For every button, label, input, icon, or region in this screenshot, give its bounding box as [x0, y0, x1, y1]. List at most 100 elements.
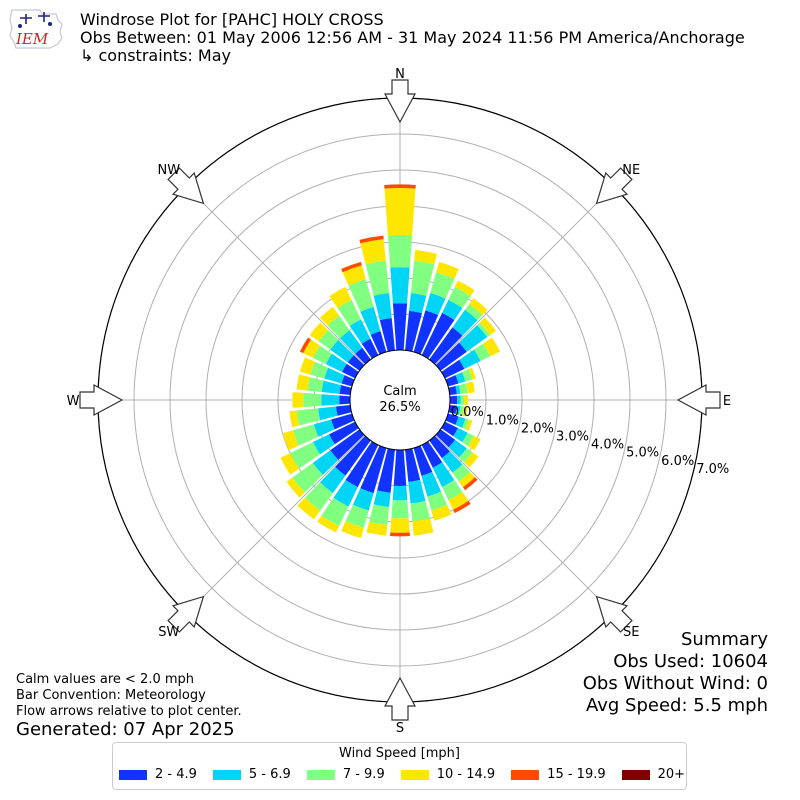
wind-bar-segment	[429, 435, 450, 459]
grid-spoke	[186, 186, 365, 365]
wind-bar-segment	[427, 491, 448, 511]
legend-swatch	[511, 769, 540, 780]
wind-bar-segment	[469, 298, 488, 316]
wind-bar-segment	[462, 477, 478, 491]
legend-label: 7 - 9.9	[342, 767, 385, 782]
wind-bar-segment	[465, 419, 473, 431]
wind-bar-segment	[445, 375, 459, 387]
legend-item: 2 - 4.9	[119, 767, 197, 782]
wind-bar-segment	[312, 434, 335, 455]
wind-bar-segment	[448, 439, 467, 458]
summary-obs-used: Obs Used: 10604	[613, 651, 768, 672]
wind-bar-segment	[468, 435, 481, 451]
wind-bar-segment	[445, 413, 459, 425]
wind-bar-segment	[327, 315, 350, 339]
wind-bar-segment	[303, 392, 322, 408]
flow-arrow-icon	[79, 383, 124, 417]
legend-swatch	[119, 769, 147, 780]
wind-bar-segment	[455, 405, 461, 415]
wind-bar-segment	[462, 432, 475, 447]
wind-bar-segment	[319, 306, 340, 326]
wind-bar-segment	[319, 466, 346, 494]
wind-bar-segment	[329, 421, 359, 445]
wind-bar-segment	[359, 235, 384, 244]
direction-label: SW	[158, 625, 179, 640]
wind-bar-segment	[391, 500, 409, 519]
wind-bar-segment	[462, 418, 469, 430]
note-bar-convention: Bar Convention: Meteorology	[16, 688, 206, 703]
summary-obs-without-wind: Obs Without Wind: 0	[582, 673, 768, 694]
wind-bar-segment	[465, 303, 483, 321]
wind-bar-segment	[408, 479, 426, 504]
wind-bar-segment	[369, 504, 390, 525]
legend-label: 10 - 14.9	[436, 767, 496, 782]
wind-bar-segment	[331, 413, 355, 430]
wind-bar-segment	[448, 385, 457, 395]
wind-bar-segment	[454, 280, 475, 297]
wind-bar-segment	[312, 450, 339, 476]
wind-bar-segment	[345, 504, 369, 528]
wind-bar-segment	[373, 292, 392, 321]
wind-bar-segment	[349, 319, 371, 344]
wind-bar-segment	[366, 521, 388, 536]
legend-label: 15 - 19.9	[547, 767, 606, 782]
wind-bar-segment	[457, 395, 461, 405]
wind-bar-segment	[392, 303, 408, 351]
wind-bar-segment	[361, 338, 379, 359]
wind-bar-segment	[377, 448, 395, 493]
note-flow-arrows: Flow arrows relative to plot center.	[16, 704, 242, 719]
wind-bar-segment	[373, 490, 391, 508]
direction-label: NW	[157, 163, 180, 178]
wind-bar-segment	[370, 331, 387, 355]
bars-layer	[280, 184, 501, 539]
wind-bar-segment	[360, 306, 381, 335]
wind-bar-segment	[421, 471, 442, 497]
legend-item: 7 - 9.9	[306, 767, 385, 782]
wind-bar-segment	[452, 464, 470, 482]
wind-bar-segment	[352, 488, 374, 511]
wind-bar-segment	[292, 462, 323, 493]
legend-label: 20+	[657, 767, 686, 782]
radial-tick-label: 5.0%	[626, 446, 659, 461]
wind-bar-segment	[335, 405, 352, 416]
wind-bar-segment	[303, 339, 320, 358]
legend-swatch	[306, 769, 335, 780]
wind-bar-segment	[455, 416, 466, 428]
wind-bar-segment	[405, 448, 421, 482]
wind-bar-segment	[432, 462, 455, 488]
wind-bar-segment	[348, 279, 374, 312]
radial-tick-label: 4.0%	[591, 438, 624, 453]
wind-bar-segment	[360, 239, 386, 265]
wind-bar-segment	[435, 342, 467, 371]
wind-bar-segment	[468, 367, 476, 380]
wind-bar-segment	[453, 500, 471, 514]
radial-tick-label: 1.0%	[486, 413, 519, 428]
wind-bar-segment	[324, 367, 345, 384]
wind-bar-segment	[410, 260, 435, 296]
wind-bar-segment	[384, 184, 416, 189]
wind-bar-segment	[483, 337, 501, 357]
flow-arrow-icon	[595, 167, 633, 205]
wind-bar-segment	[477, 322, 491, 338]
wind-bar-segment	[431, 504, 452, 521]
wind-bar-segment	[464, 395, 468, 405]
wind-bar-segment	[342, 363, 359, 379]
svg-text:IEM: IEM	[15, 30, 49, 48]
wind-bar-segment	[307, 377, 324, 393]
wind-bar-segment	[312, 345, 332, 365]
wind-bar-segment	[441, 421, 458, 437]
wind-bar-segment	[413, 445, 433, 476]
wind-bar-segment	[313, 419, 335, 437]
wind-bar-segment	[339, 385, 352, 395]
wind-bar-segment	[341, 375, 355, 387]
wind-bar-segment	[448, 405, 457, 415]
wind-bar-segment	[333, 480, 358, 507]
grid-spoke	[435, 435, 614, 614]
legend-label: 5 - 6.9	[248, 767, 291, 782]
radial-tick-label: 6.0%	[661, 454, 694, 469]
calm-label: Calm	[383, 384, 416, 399]
wind-bar-segment	[321, 394, 340, 406]
direction-label: W	[67, 394, 80, 409]
wind-bar-segment	[341, 261, 362, 273]
